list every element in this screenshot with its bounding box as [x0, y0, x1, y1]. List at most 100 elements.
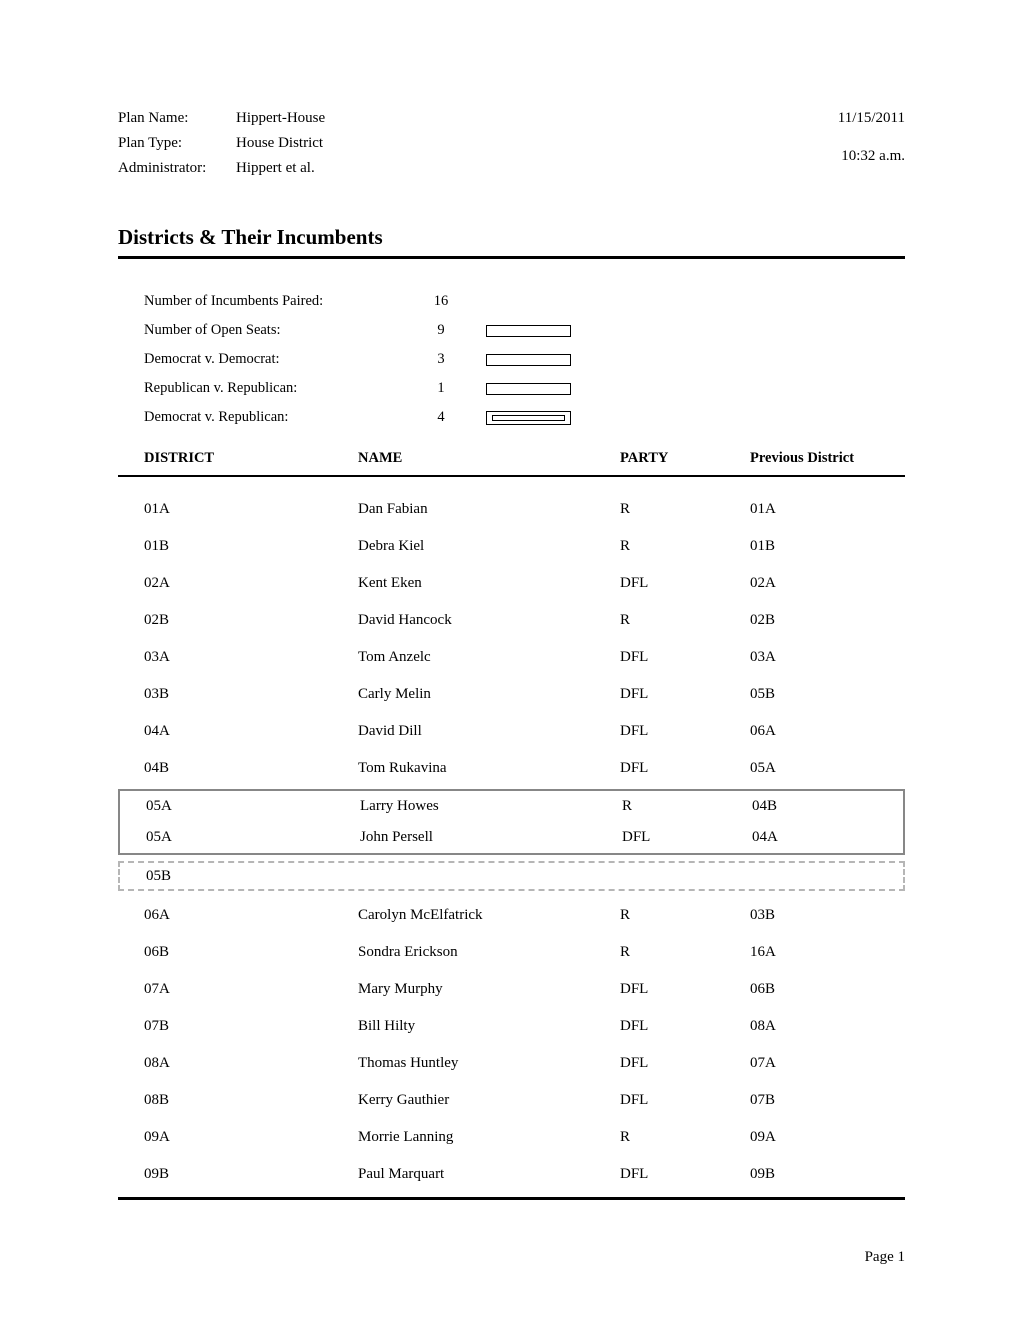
table-row: 03ATom AnzelcDFL03A — [118, 639, 905, 676]
table-row: 04ADavid DillDFL06A — [118, 713, 905, 750]
summary-label: Democrat v. Democrat: — [144, 351, 396, 368]
cell-name: David Dill — [358, 723, 620, 740]
cell-name: Carly Melin — [358, 686, 620, 703]
open-seat-row: 05B — [118, 861, 905, 891]
cell-district: 05B — [146, 868, 360, 885]
summary-label: Number of Incumbents Paired: — [144, 293, 396, 310]
table-row: 01ADan FabianR01A — [118, 491, 905, 528]
cell-name: David Hancock — [358, 612, 620, 629]
cell-party: R — [620, 1129, 750, 1146]
table-row: 05AJohn PersellDFL04A — [118, 822, 905, 853]
cell-prev: 09A — [750, 1129, 905, 1146]
cell-party: R — [622, 798, 752, 815]
cell-district: 06A — [144, 907, 358, 924]
cell-party: DFL — [620, 1055, 750, 1072]
cell-district: 08A — [144, 1055, 358, 1072]
cell-district: 07B — [144, 1018, 358, 1035]
value-administrator: Hippert et al. — [236, 160, 325, 177]
summary-block: Number of Incumbents Paired:16Number of … — [144, 287, 905, 432]
cell-district: 01B — [144, 538, 358, 555]
cell-name: Sondra Erickson — [358, 944, 620, 961]
cell-name: Tom Rukavina — [358, 760, 620, 777]
header: Plan Name: Hippert-House Plan Type: Hous… — [118, 110, 905, 177]
cell-prev: 06B — [750, 981, 905, 998]
page: Plan Name: Hippert-House Plan Type: Hous… — [0, 0, 1020, 1320]
summary-row: Democrat v. Democrat:3 — [144, 345, 905, 374]
summary-label: Democrat v. Republican: — [144, 409, 396, 426]
cell-prev: 03B — [750, 907, 905, 924]
cell-party: DFL — [620, 723, 750, 740]
summary-bar — [486, 383, 606, 395]
cell-party: DFL — [620, 686, 750, 703]
table-row: 01BDebra KielR01B — [118, 528, 905, 565]
cell-party: R — [620, 501, 750, 518]
cell-name: Paul Marquart — [358, 1166, 620, 1183]
cell-district: 08B — [144, 1092, 358, 1109]
label-administrator: Administrator: — [118, 160, 236, 177]
cell-party: DFL — [620, 575, 750, 592]
cell-district: 02A — [144, 575, 358, 592]
table-row: 06ACarolyn McElfatrickR03B — [118, 897, 905, 934]
paired-group: 05ALarry HowesR04B 05AJohn PersellDFL04A — [118, 789, 905, 855]
cell-prev: 07B — [750, 1092, 905, 1109]
table-header: DISTRICT NAME PARTY Previous District — [118, 450, 905, 475]
table-row: 07AMary MurphyDFL06B — [118, 971, 905, 1008]
cell-party: R — [620, 944, 750, 961]
cell-prev: 05A — [750, 760, 905, 777]
cell-name: Kerry Gauthier — [358, 1092, 620, 1109]
cell-district: 04B — [144, 760, 358, 777]
cell-district: 09A — [144, 1129, 358, 1146]
cell-district: 03A — [144, 649, 358, 666]
table-row: 03BCarly MelinDFL05B — [118, 676, 905, 713]
summary-bar — [486, 354, 606, 366]
table-row: 04BTom RukavinaDFL05A — [118, 750, 905, 787]
divider-header — [118, 475, 905, 477]
summary-row: Number of Incumbents Paired:16 — [144, 287, 905, 316]
table-row: 09AMorrie LanningR09A — [118, 1119, 905, 1156]
cell-district: 04A — [144, 723, 358, 740]
table-row: 07BBill HiltyDFL08A — [118, 1008, 905, 1045]
col-header-district: DISTRICT — [144, 450, 358, 467]
summary-bar — [486, 411, 606, 425]
cell-prev: 04B — [752, 798, 903, 815]
cell-district: 05A — [146, 829, 360, 846]
label-plan-name: Plan Name: — [118, 110, 236, 127]
header-time: 10:32 a.m. — [838, 148, 905, 178]
cell-name: Dan Fabian — [358, 501, 620, 518]
cell-district: 01A — [144, 501, 358, 518]
header-date: 11/15/2011 — [838, 110, 905, 140]
cell-prev: 02B — [750, 612, 905, 629]
cell-party: DFL — [620, 1166, 750, 1183]
cell-prev: 09B — [750, 1166, 905, 1183]
cell-party: DFL — [620, 1092, 750, 1109]
summary-row: Republican v. Republican:1 — [144, 374, 905, 403]
cell-prev: 07A — [750, 1055, 905, 1072]
value-plan-type: House District — [236, 135, 325, 152]
cell-name: John Persell — [360, 829, 622, 846]
cell-district: 05A — [146, 798, 360, 815]
cell-name: Carolyn McElfatrick — [358, 907, 620, 924]
summary-bar — [486, 325, 606, 337]
cell-name: Tom Anzelc — [358, 649, 620, 666]
summary-value: 16 — [396, 293, 486, 310]
table-row: 09BPaul MarquartDFL09B — [118, 1156, 905, 1193]
cell-prev: 16A — [750, 944, 905, 961]
cell-prev: 04A — [752, 829, 903, 846]
cell-district: 03B — [144, 686, 358, 703]
cell-name: Larry Howes — [360, 798, 622, 815]
divider-bottom — [118, 1197, 905, 1200]
cell-prev: 05B — [750, 686, 905, 703]
summary-label: Republican v. Republican: — [144, 380, 396, 397]
section-title: Districts & Their Incumbents — [118, 225, 905, 250]
cell-party: R — [620, 612, 750, 629]
cell-name: Kent Eken — [358, 575, 620, 592]
summary-label: Number of Open Seats: — [144, 322, 396, 339]
cell-party: R — [620, 538, 750, 555]
col-header-party: PARTY — [620, 450, 750, 467]
value-plan-name: Hippert-House — [236, 110, 325, 127]
cell-party: DFL — [620, 760, 750, 777]
summary-row: Number of Open Seats:9 — [144, 316, 905, 345]
cell-name: Morrie Lanning — [358, 1129, 620, 1146]
cell-district: 09B — [144, 1166, 358, 1183]
table-row: 08BKerry GauthierDFL07B — [118, 1082, 905, 1119]
